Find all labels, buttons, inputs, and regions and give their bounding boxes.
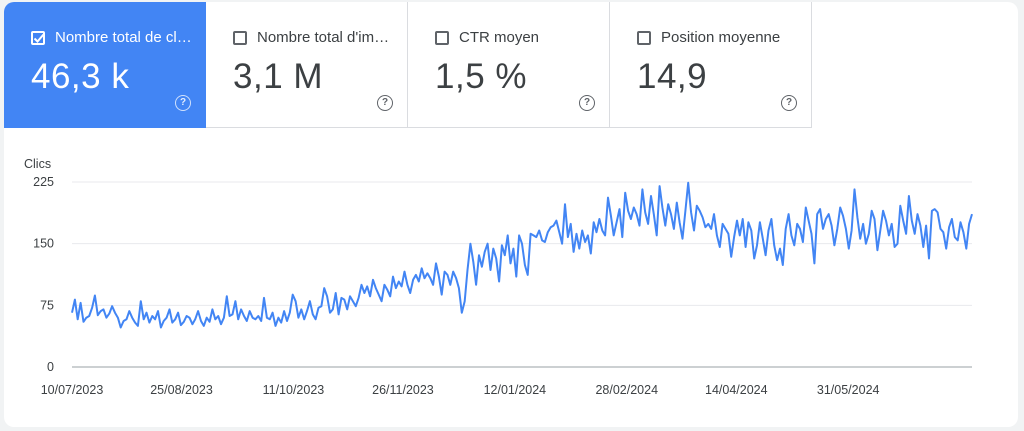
y-tick-label: 75 (40, 298, 54, 312)
metric-value: 3,1 M (233, 57, 324, 96)
metric-total-impressions[interactable]: Nombre total d'impressions 3,1 M ? (206, 2, 408, 128)
clicks-line-chart: Clics 0 75 150 225 10/07/2023 25/08/2023 11/1… (24, 157, 973, 397)
checkbox-icon[interactable] (435, 31, 449, 45)
metric-label: CTR moyen (459, 29, 540, 46)
metric-average-position[interactable]: Position moyenne 14,9 ? (610, 2, 812, 128)
series-line (71, 181, 973, 329)
chart-gridlines (72, 181, 972, 368)
metric-label: Position moyenne (661, 29, 781, 46)
metric-tabs: Nombre total de clics 46,3 k ? Nombre to… (4, 2, 818, 128)
x-tick-label: 12/01/2024 (484, 383, 547, 397)
x-tick-label: 25/08/2023 (150, 383, 213, 397)
help-icon[interactable]: ? (377, 95, 393, 111)
x-tick-label: 31/05/2024 (817, 383, 880, 397)
x-tick-label: 10/07/2023 (41, 383, 104, 397)
y-axis-ticks: 0 75 150 225 (33, 175, 54, 374)
y-tick-label: 0 (47, 360, 54, 374)
checkbox-checked-icon[interactable] (31, 31, 45, 45)
metric-label: Nombre total d'impressions (257, 29, 397, 46)
help-icon[interactable]: ? (175, 95, 191, 111)
checkbox-icon[interactable] (233, 31, 247, 45)
checkbox-icon[interactable] (637, 31, 651, 45)
x-tick-label: 11/10/2023 (263, 383, 325, 397)
y-tick-label: 225 (33, 175, 54, 189)
help-icon[interactable]: ? (579, 95, 595, 111)
metric-value: 46,3 k (31, 57, 130, 96)
metric-value: 14,9 (637, 57, 708, 96)
metric-value: 1,5 % (435, 57, 527, 96)
metric-average-ctr[interactable]: CTR moyen 1,5 % ? (408, 2, 610, 128)
metric-total-clicks[interactable]: Nombre total de clics 46,3 k ? (4, 2, 206, 128)
y-axis-title: Clics (24, 157, 51, 171)
x-axis-ticks: 10/07/2023 25/08/2023 11/10/2023 26/11/2023… (41, 383, 880, 397)
x-tick-label: 14/04/2024 (705, 383, 768, 397)
metric-label: Nombre total de clics (55, 29, 195, 46)
performance-card: Nombre total de clics 46,3 k ? Nombre to… (4, 2, 1018, 427)
x-tick-label: 28/02/2024 (595, 383, 658, 397)
y-tick-label: 150 (33, 237, 54, 251)
help-icon[interactable]: ? (781, 95, 797, 111)
x-tick-label: 26/11/2023 (372, 383, 434, 397)
